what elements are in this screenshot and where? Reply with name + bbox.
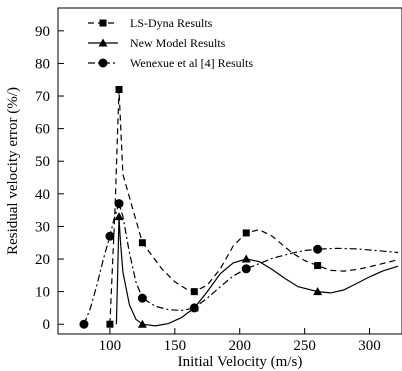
data-point-square	[115, 86, 123, 93]
data-point-square	[106, 320, 114, 328]
y-tick-label: 40	[35, 187, 50, 203]
x-tick-label: 100	[99, 338, 122, 354]
legend-label-1: LS-Dyna Results	[130, 16, 213, 30]
legend-label-2: New Model Results	[130, 36, 226, 50]
series-markers	[79, 86, 323, 329]
data-point-circle	[105, 231, 115, 241]
x-tick-label: 200	[228, 338, 251, 354]
y-tick-label: 80	[35, 56, 50, 72]
data-point-square	[242, 229, 250, 237]
data-point-circle	[313, 244, 323, 254]
y-tick-label: 10	[35, 285, 50, 301]
series-line-2	[115, 216, 399, 327]
data-point-circle	[79, 319, 89, 329]
y-tick-label: 20	[35, 252, 50, 268]
data-point-triangle	[114, 212, 124, 221]
data-point-circle	[189, 303, 199, 313]
y-axis: 0 10 20 30 40 50 60 70 80 90	[35, 24, 64, 333]
x-tick-label: 150	[164, 338, 187, 354]
data-point-circle	[241, 264, 251, 274]
y-tick-label: 50	[35, 154, 50, 170]
y-tick-label: 30	[35, 219, 50, 235]
data-point-circle	[137, 293, 147, 303]
data-point-square	[314, 262, 322, 270]
y-tick-label: 70	[35, 89, 50, 105]
y-tick-label: 60	[35, 122, 50, 138]
data-point-square	[190, 288, 198, 296]
data-point-triangle	[137, 319, 147, 328]
legend-marker-3	[98, 58, 108, 68]
series-line-1	[109, 89, 399, 325]
data-point-square	[138, 239, 146, 247]
data-point-circle	[114, 199, 124, 209]
data-point-triangle	[313, 287, 323, 296]
x-tick-label: 250	[293, 338, 316, 354]
y-tick-label: 90	[35, 24, 50, 40]
x-axis: 100 150 200 250 300	[99, 328, 381, 354]
series-line-3	[83, 201, 399, 325]
legend-label-3: Wenexue et al [4] Results	[130, 56, 253, 70]
legend-marker-1	[99, 19, 107, 27]
data-point-triangle	[241, 254, 251, 263]
legend-marker-2	[98, 38, 108, 47]
legend: LS-Dyna Results New Model Results Wenexue …	[88, 16, 253, 70]
y-axis-title: Residual velocity error (%/)	[5, 87, 21, 255]
y-tick-label: 0	[43, 317, 51, 333]
x-axis-title: Initial Velocity (m/s)	[178, 354, 303, 370]
series-lines	[83, 89, 399, 327]
plot-frame	[57, 7, 402, 335]
x-tick-label: 300	[358, 338, 381, 354]
